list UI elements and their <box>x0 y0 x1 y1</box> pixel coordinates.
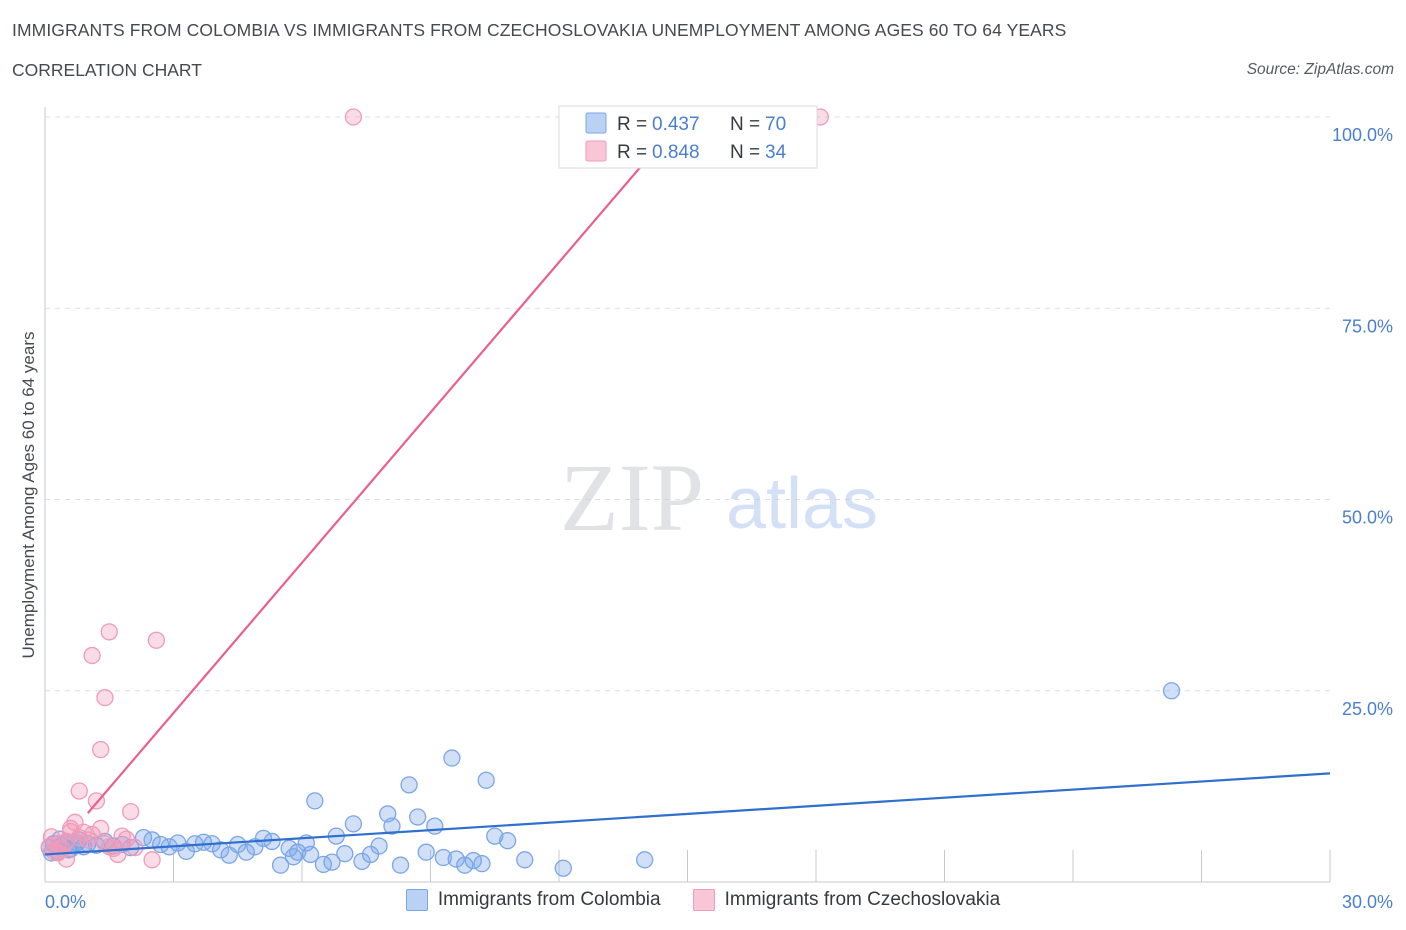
trend-line-colombia <box>44 772 1331 856</box>
stats-n-value-czechoslovakia: 34 <box>765 142 787 163</box>
x-axis-ticks: 0.0% 30.0% <box>45 892 1393 912</box>
y-tick-label: 75.0% <box>1342 316 1393 336</box>
point-colombia <box>237 843 255 861</box>
point-colombia <box>400 776 418 794</box>
point-colombia <box>408 808 427 826</box>
point-colombia <box>426 817 444 835</box>
legend-label-colombia: Immigrants from Colombia <box>437 889 661 910</box>
point-colombia <box>636 851 654 869</box>
y-tick-label: 100.0% <box>1332 125 1393 145</box>
stats-r-label-czechoslovakia: R = <box>617 142 647 163</box>
point-czechoslovakia <box>100 623 118 641</box>
point-colombia <box>1162 682 1181 700</box>
point-colombia <box>336 845 354 863</box>
legend-item-czechoslovakia: Immigrants from Czechoslovakia <box>692 889 1001 911</box>
watermark: ZIP atlas <box>560 444 878 551</box>
point-czechoslovakia <box>62 822 80 841</box>
point-colombia <box>516 851 534 869</box>
point-colombia <box>417 843 435 861</box>
point-colombia <box>477 771 495 789</box>
point-czechoslovakia <box>147 631 166 649</box>
point-czechoslovakia <box>83 646 101 665</box>
point-czechoslovakia <box>92 819 110 838</box>
point-colombia <box>391 856 410 874</box>
point-czechoslovakia <box>96 688 114 707</box>
point-colombia <box>284 848 303 866</box>
point-colombia <box>306 792 324 810</box>
point-colombia <box>383 817 401 835</box>
legend-label-czechoslovakia: Immigrants from Czechoslovakia <box>724 889 1001 910</box>
data-points <box>40 108 1181 877</box>
x-tick-label: 30.0% <box>1342 892 1393 912</box>
watermark-atlas: atlas <box>726 464 878 544</box>
point-colombia <box>473 854 491 873</box>
point-czechoslovakia <box>104 839 123 857</box>
series-legend: Immigrants from Colombia Immigrants from… <box>0 889 1406 911</box>
source-note: Source: ZipAtlas.com <box>1246 61 1394 78</box>
legend-swatch-czechoslovakia <box>692 889 715 911</box>
point-czechoslovakia <box>57 850 76 868</box>
chart-title: IMMIGRANTS FROM COLOMBIA VS IMMIGRANTS F… <box>12 20 1067 40</box>
point-czechoslovakia <box>122 802 140 821</box>
point-colombia <box>447 850 465 868</box>
stats-swatch-colombia <box>585 112 607 134</box>
y-tick-label: 50.0% <box>1342 508 1393 528</box>
x-tick-label: 0.0% <box>45 892 86 912</box>
point-czechoslovakia <box>83 825 101 844</box>
point-czechoslovakia <box>117 830 136 848</box>
stats-n-value-colombia: 70 <box>765 114 786 135</box>
point-colombia <box>280 839 298 857</box>
watermark-zip: ZIP <box>560 444 704 551</box>
chart-subtitle: CORRELATION CHART <box>12 60 202 80</box>
point-colombia <box>271 856 290 874</box>
point-colombia <box>301 845 320 864</box>
point-colombia <box>498 832 517 850</box>
y-tick-label: 25.0% <box>1342 699 1393 719</box>
point-colombia <box>486 827 504 845</box>
legend-item-colombia: Immigrants from Colombia <box>405 889 661 911</box>
point-colombia <box>434 848 453 867</box>
point-czechoslovakia <box>143 851 161 869</box>
point-colombia <box>370 837 388 855</box>
legend-swatch-colombia <box>405 889 428 911</box>
point-czechoslovakia <box>70 782 88 800</box>
point-colombia <box>344 815 363 833</box>
y-axis-ticks: 25.0% 50.0% 75.0% 100.0% <box>1332 125 1393 719</box>
stats-legend: R = 0.437 N = 70 R = 0.848 N = 34 <box>558 105 818 169</box>
y-axis-label: Unemployment Among Ages 60 to 64 years <box>19 332 38 659</box>
stats-n-label-czechoslovakia: N = <box>730 142 760 163</box>
stats-r-label-colombia: R = <box>617 114 647 135</box>
stats-swatch-czechoslovakia <box>585 140 607 162</box>
trend-lines <box>44 116 1331 856</box>
point-colombia <box>323 853 341 871</box>
stats-r-value-czechoslovakia: 0.848 <box>652 142 700 163</box>
point-colombia <box>443 749 461 767</box>
point-czechoslovakia <box>92 741 110 759</box>
stats-r-value-colombia: 0.437 <box>652 114 700 135</box>
point-colombia <box>87 836 106 854</box>
point-czechoslovakia <box>344 108 363 126</box>
point-colombia <box>211 841 230 859</box>
point-colombia <box>554 859 572 877</box>
stats-n-label-colombia: N = <box>730 114 760 135</box>
point-colombia <box>194 833 213 851</box>
point-colombia <box>456 856 474 874</box>
point-czechoslovakia <box>42 828 61 846</box>
trend-line-czechoslovakia <box>86 116 685 814</box>
